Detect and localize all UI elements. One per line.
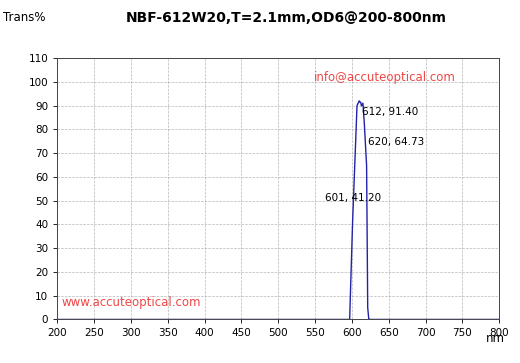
- Text: 601, 41.20: 601, 41.20: [324, 192, 381, 203]
- Text: www.accuteoptical.com: www.accuteoptical.com: [62, 296, 201, 309]
- Text: 612, 91.40: 612, 91.40: [362, 107, 419, 117]
- Text: info@accuteoptical.com: info@accuteoptical.com: [314, 71, 456, 84]
- Text: NBF-612W20,T=2.1mm,OD6@200-800nm: NBF-612W20,T=2.1mm,OD6@200-800nm: [125, 11, 447, 25]
- Text: Trans%: Trans%: [3, 11, 45, 24]
- Text: nm: nm: [485, 332, 504, 345]
- Text: 620, 64.73: 620, 64.73: [368, 136, 424, 147]
